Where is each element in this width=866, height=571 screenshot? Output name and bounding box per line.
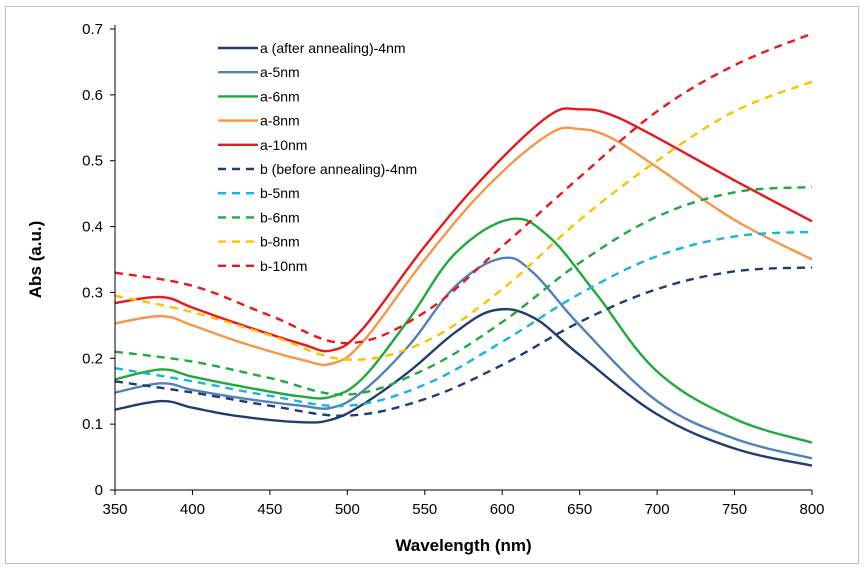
series-line-3 (114, 126, 813, 367)
y-tick-label: 0.5 (82, 153, 103, 170)
y-tick-label: 0 (95, 482, 103, 499)
series-line-1 (114, 256, 813, 460)
plot-lines (114, 32, 813, 467)
series-line-8 (114, 80, 813, 361)
axes (110, 25, 813, 495)
x-tick-label: 400 (180, 501, 205, 518)
legend: a (after annealing)-4nm a-5nm a-6nm a-8nm a-… (218, 40, 417, 274)
y-axis-title: Abs (a.u.) (26, 221, 45, 298)
y-tick-label: 0.3 (82, 284, 103, 301)
legend-label-4: a-10nm (260, 137, 307, 153)
y-tick-label: 0.2 (82, 350, 103, 367)
x-tick-label: 650 (567, 501, 592, 518)
tick-labels: 0 0.1 0.2 0.3 0.4 0.5 0.6 0.7 350 400 450 500 550 600… (82, 21, 824, 518)
legend-label-7: b-6nm (260, 209, 300, 225)
legend-label-5: b (before annealing)-4nm (260, 161, 417, 177)
legend-label-3: a-8nm (260, 113, 300, 129)
x-axis-title: Wavelength (nm) (395, 536, 531, 555)
series-line-2 (114, 217, 813, 444)
x-tick-label: 750 (722, 501, 747, 518)
y-tick-label: 0.7 (82, 21, 103, 38)
series-line-6 (114, 230, 813, 408)
series-line-9 (114, 32, 813, 345)
x-tick-label: 800 (799, 501, 824, 518)
legend-label-9: b-10nm (260, 258, 307, 274)
series-line-7 (114, 185, 813, 396)
legend-label-1: a-5nm (260, 64, 300, 80)
legend-label-8: b-8nm (260, 234, 300, 250)
y-tick-label: 0.6 (82, 87, 103, 104)
x-tick-label: 700 (645, 501, 670, 518)
x-tick-label: 600 (490, 501, 515, 518)
legend-label-2: a-6nm (260, 88, 300, 104)
x-tick-label: 500 (335, 501, 360, 518)
series-line-5 (114, 266, 813, 417)
legend-label-0: a (after annealing)-4nm (260, 40, 406, 56)
x-tick-label: 350 (102, 501, 127, 518)
y-tick-label: 0.1 (82, 416, 103, 433)
legend-label-6: b-5nm (260, 185, 300, 201)
x-tick-label: 550 (412, 501, 437, 518)
y-tick-label: 0.4 (82, 219, 103, 236)
series-line-0 (114, 307, 813, 467)
x-tick-label: 450 (257, 501, 282, 518)
series-line-4 (114, 107, 813, 353)
